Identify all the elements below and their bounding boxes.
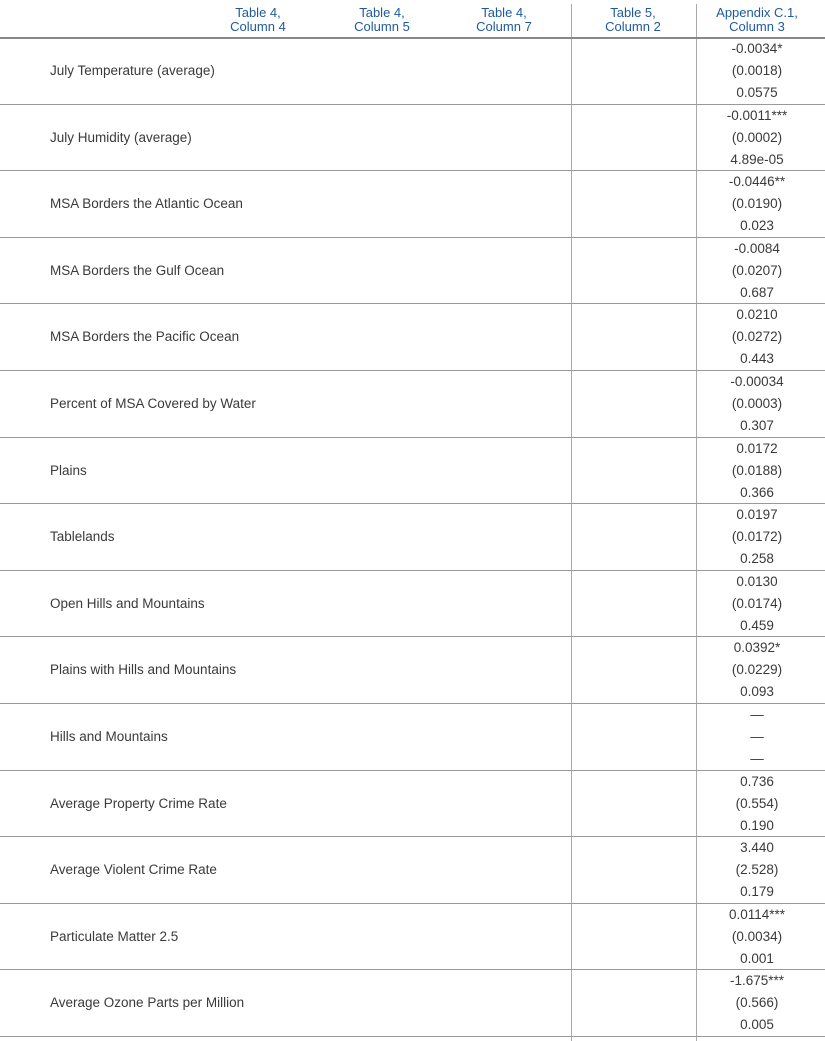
standard-error: (0.0002): [731, 129, 783, 145]
coefficient: 0.0172: [736, 440, 778, 456]
coefficient: 0.0392*: [733, 640, 781, 656]
p-value: —: [750, 751, 764, 766]
coefficient: -0.0446**: [728, 174, 786, 190]
table-row: Plains with Hills and Mountains 0.0392* …: [0, 637, 825, 705]
coefficient: -0.0034*: [731, 41, 783, 56]
column-header: Table 4, Column 5: [354, 5, 410, 34]
p-value: 0.190: [740, 817, 774, 833]
column-header: Table 4, Column 7: [476, 5, 532, 34]
row-label: MSA Borders the Atlantic Ocean: [50, 196, 243, 212]
table-row: July Humidity (average) -0.0011*** (0.00…: [0, 105, 825, 172]
row-label: MSA Borders the Gulf Ocean: [50, 262, 225, 278]
table-row: Plains 0.0172 (0.0188) 0.366: [0, 438, 825, 505]
row-label: Plains: [50, 462, 87, 478]
column-header: Appendix C.1, Column 3: [716, 5, 798, 34]
coefficient: -0.00034: [730, 374, 784, 389]
p-value: 4.89e-05: [730, 151, 784, 167]
row-label: Hills and Mountains: [50, 729, 168, 744]
row-label: Tablelands: [50, 529, 115, 545]
standard-error: (0.566): [735, 995, 779, 1011]
p-value: 0.179: [740, 884, 774, 900]
standard-error: (2.528): [735, 862, 779, 878]
coefficient: 3.440: [740, 840, 774, 856]
standard-error: (0.0034): [731, 928, 783, 944]
table-row: Average Ozone Parts per Million -1.675**…: [0, 970, 825, 1038]
p-value: 0.443: [740, 351, 774, 367]
row-label: July Humidity (average): [50, 129, 192, 145]
standard-error: (0.0174): [731, 595, 783, 611]
standard-error: (0.554): [735, 795, 779, 811]
coefficient: 0.0210: [736, 307, 778, 323]
p-value: 0.001: [740, 950, 774, 966]
table-row: Average Property Crime Rate 0.736 (0.554…: [0, 771, 825, 838]
table-row: Hills and Mountains — — —: [0, 704, 825, 771]
column-header: Table 4, Column 4: [230, 5, 286, 34]
coefficient: -0.0084: [734, 240, 780, 256]
table-row: MSA Borders the Pacific Ocean 0.0210 (0.…: [0, 304, 825, 372]
column-divider: [696, 4, 697, 1041]
standard-error: —: [750, 729, 764, 744]
column-divider: [571, 4, 572, 1041]
table-row: Open Hills and Mountains 0.0130 (0.0174)…: [0, 571, 825, 638]
p-value: 0.459: [740, 617, 774, 633]
standard-error: (0.0018): [731, 63, 783, 78]
coefficient: 0.0130: [736, 573, 778, 589]
standard-error: (0.0207): [731, 262, 783, 278]
row-label: Open Hills and Mountains: [50, 595, 205, 611]
table-row: Tablelands 0.0197 (0.0172) 0.258: [0, 504, 825, 571]
column-header: Table 5, Column 2: [605, 5, 661, 34]
standard-error: (0.0172): [731, 529, 783, 545]
table-row: MSA Borders the Gulf Ocean -0.0084 (0.02…: [0, 238, 825, 305]
standard-error: (0.0003): [731, 396, 783, 411]
row-label: Average Property Crime Rate: [50, 795, 227, 811]
row-label: MSA Borders the Pacific Ocean: [50, 329, 240, 345]
table-row: MSA Borders the Atlantic Ocean -0.0446**…: [0, 171, 825, 238]
row-label: July Temperature (average): [50, 63, 215, 78]
row-label: Average Violent Crime Rate: [50, 862, 217, 878]
p-value: 0.093: [740, 684, 774, 700]
header-rule: [0, 37, 825, 39]
coefficient: —: [750, 707, 764, 722]
p-value: 0.258: [740, 551, 774, 567]
table-row: Average Violent Crime Rate 3.440 (2.528)…: [0, 837, 825, 904]
p-value: 0.023: [740, 218, 774, 234]
p-value: 0.687: [740, 284, 774, 300]
coefficient: -0.0011***: [726, 107, 788, 123]
p-value: 0.366: [740, 484, 774, 500]
standard-error: (0.0188): [731, 462, 783, 478]
coefficient: -1.675***: [729, 973, 785, 989]
standard-error: (0.0190): [731, 196, 783, 212]
coefficient: 0.0114***: [728, 906, 786, 922]
row-label: Particulate Matter 2.5: [50, 928, 179, 944]
coefficient: 0.736: [740, 773, 774, 789]
table-row: Particulate Matter 2.5 0.0114*** (0.0034…: [0, 904, 825, 971]
table-row: July Temperature (average) -0.0034* (0.0…: [0, 38, 825, 105]
row-label: Percent of MSA Covered by Water: [50, 396, 256, 411]
row-label: Plains with Hills and Mountains: [50, 662, 237, 678]
row-label: Average Ozone Parts per Million: [50, 995, 245, 1011]
p-value: 0.0575: [736, 85, 778, 100]
standard-error: (0.0229): [731, 662, 783, 678]
coefficient: 0.0197: [736, 507, 778, 523]
standard-error: (0.0272): [731, 329, 783, 345]
table-row: Percent of MSA Covered by Water -0.00034…: [0, 371, 825, 438]
p-value: 0.005: [740, 1017, 774, 1033]
p-value: 0.307: [740, 418, 774, 433]
